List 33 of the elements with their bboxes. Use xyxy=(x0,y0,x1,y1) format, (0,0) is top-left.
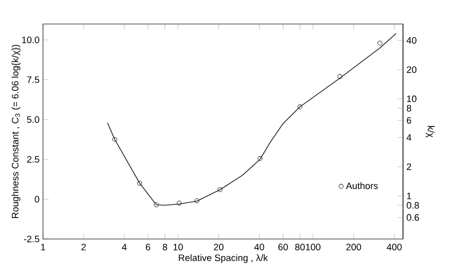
x-tick-label: 80 xyxy=(295,244,305,250)
y2-tick-label: -2.5 xyxy=(24,236,40,242)
x-tick-label: 60 xyxy=(278,244,288,250)
y-tick-label: 4 xyxy=(406,134,412,141)
y2-tick-label: 10.0 xyxy=(22,36,40,44)
x-tick-label: 400 xyxy=(386,244,402,250)
y-tick-label: 0.6 xyxy=(406,214,419,221)
y-axis-title: k/χ xyxy=(426,126,435,138)
x-tick-label: 40 xyxy=(254,244,264,250)
y-tick-label: 1 xyxy=(407,192,412,200)
y-tick-label: 8 xyxy=(406,104,412,112)
y2-tick-label: 0 xyxy=(34,196,40,202)
x-axis-title: Relative Spacing , λ/k xyxy=(178,254,268,263)
legend-label: Authors xyxy=(346,182,378,190)
y-tick-label: 6 xyxy=(406,117,412,124)
x-tick-label: 20 xyxy=(214,244,224,250)
y2-tick-label: 7.5 xyxy=(27,76,40,83)
y2-tick-label: 2.5 xyxy=(27,156,40,163)
x-tick-label: 100 xyxy=(306,244,320,250)
y-tick-label: 40 xyxy=(406,37,416,44)
y-tick-label: 20 xyxy=(406,66,416,73)
y-tick-label: 10 xyxy=(407,96,416,102)
x-tick-label: 4 xyxy=(122,244,127,250)
x-tick-label: 1 xyxy=(41,244,46,250)
x-tick-label: 6 xyxy=(146,244,150,250)
y-tick-label: 0.8 xyxy=(406,202,419,209)
y-tick-label: 2 xyxy=(406,163,412,170)
y2-axis-title: Roughness Constant , C$_{3}$ (= 6.06 log{k/χ}) xyxy=(12,44,20,218)
y2-tick-label: 5.0 xyxy=(27,116,40,123)
x-tick-label: 200 xyxy=(346,244,362,250)
x-tick-label: 8 xyxy=(162,244,168,250)
x-tick-label: 2 xyxy=(82,244,86,250)
x-tick-label: 10 xyxy=(174,244,183,250)
